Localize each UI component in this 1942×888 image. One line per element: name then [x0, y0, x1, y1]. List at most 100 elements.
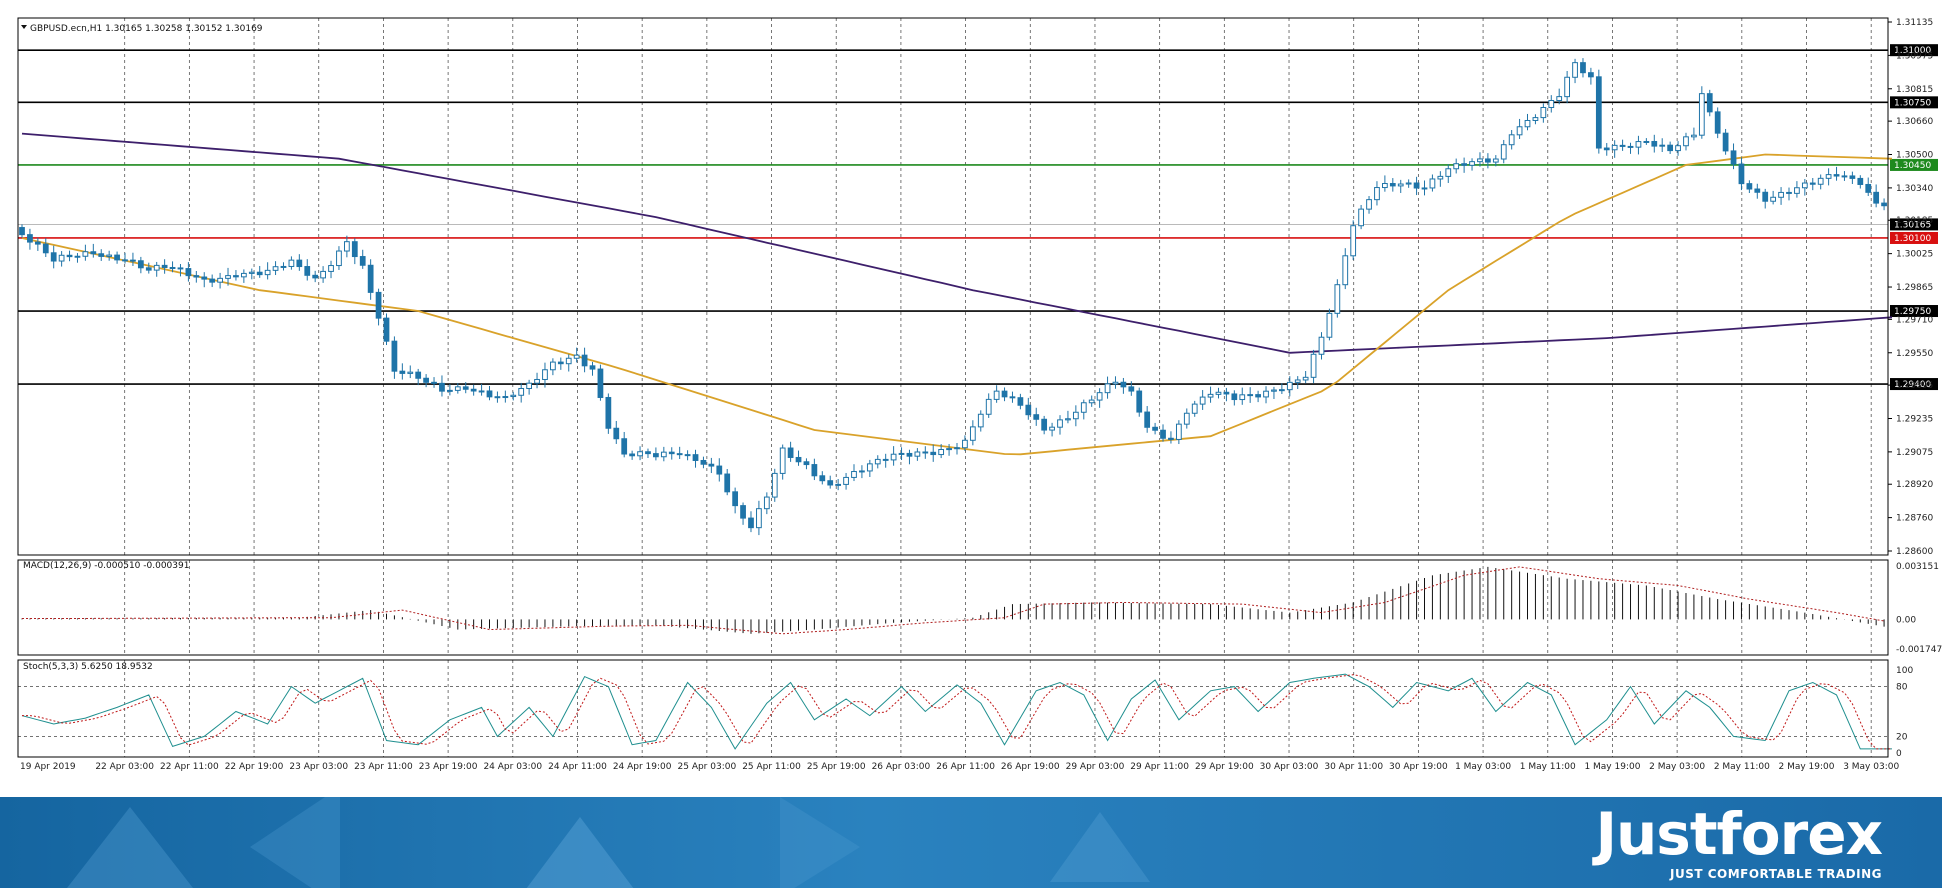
- x-tick-label: 22 Apr 19:00: [225, 762, 284, 772]
- candle: [431, 377, 437, 388]
- candle: [1358, 204, 1364, 230]
- candle: [502, 390, 509, 403]
- candle: [320, 266, 326, 283]
- candle: [993, 385, 1000, 403]
- candle: [1025, 397, 1032, 420]
- candle: [962, 435, 968, 451]
- x-tick-label: 22 Apr 11:00: [160, 762, 219, 772]
- candle: [930, 444, 937, 462]
- candle: [621, 431, 628, 458]
- candle: [1500, 139, 1507, 164]
- candle: [153, 261, 160, 277]
- candle: [1413, 176, 1420, 196]
- macd-y-tick-label: -0.001747: [1896, 645, 1942, 655]
- candle: [1683, 132, 1689, 151]
- candle: [946, 444, 952, 456]
- x-tick-label: 25 Apr 11:00: [742, 762, 801, 772]
- candle: [1825, 168, 1832, 186]
- candle: [1286, 376, 1293, 397]
- candle: [1453, 158, 1460, 174]
- candle: [716, 458, 723, 482]
- candle: [1857, 175, 1864, 189]
- candle: [1152, 422, 1158, 435]
- macd-signal-line: [22, 566, 1885, 635]
- x-tick-label: 25 Apr 03:00: [678, 762, 737, 772]
- price-level-tag: [1890, 44, 1938, 57]
- price-level-tag: [1890, 305, 1938, 318]
- candle: [240, 269, 247, 283]
- candle: [977, 410, 984, 432]
- candle: [225, 267, 231, 286]
- candle: [1770, 190, 1777, 205]
- candle: [90, 243, 97, 258]
- candle: [1714, 107, 1721, 139]
- candle: [1461, 157, 1467, 173]
- y-tick-label: 1.29235: [1896, 414, 1933, 424]
- candle: [74, 253, 81, 263]
- candle: [98, 249, 105, 261]
- stoch-y-tick-label: 80: [1896, 683, 1908, 693]
- y-tick-label: 1.30025: [1896, 250, 1933, 260]
- stoch-y-tick-label: 100: [1896, 666, 1913, 676]
- candle: [494, 391, 501, 403]
- candle: [1429, 174, 1436, 192]
- candle: [383, 313, 390, 346]
- x-tick-label: 1 May 11:00: [1520, 762, 1576, 772]
- candle: [1706, 89, 1713, 117]
- brand-banner: Justforex JUST COMFORTABLE TRADING: [0, 797, 1942, 888]
- candle: [27, 228, 33, 250]
- candle: [851, 464, 857, 482]
- candle: [1809, 177, 1816, 191]
- candle: [1366, 196, 1372, 214]
- candle: [34, 237, 41, 251]
- candle: [1516, 118, 1523, 139]
- candle: [1263, 386, 1269, 404]
- x-tick-label: 22 Apr 03:00: [95, 762, 154, 772]
- ma-slow-line: [21, 132, 1893, 354]
- candle: [1603, 143, 1610, 156]
- candle: [1191, 400, 1198, 417]
- candle: [130, 252, 136, 266]
- candle: [859, 465, 865, 479]
- candle: [399, 363, 406, 380]
- x-tick-label: 29 Apr 19:00: [1195, 762, 1254, 772]
- collapse-arrow-icon[interactable]: [21, 25, 27, 29]
- candle: [1033, 407, 1040, 426]
- x-tick-label: 3 May 03:00: [1843, 762, 1899, 772]
- candle: [1183, 408, 1190, 429]
- x-tick-label: 26 Apr 03:00: [872, 762, 931, 772]
- candle: [1445, 164, 1452, 183]
- candle: [1595, 69, 1602, 154]
- candle: [1611, 140, 1618, 158]
- candle: [898, 447, 905, 461]
- candle: [684, 450, 691, 461]
- candle: [1738, 157, 1745, 191]
- x-tick-label: 23 Apr 19:00: [419, 762, 478, 772]
- candle: [296, 254, 303, 271]
- x-tick-label: 30 Apr 11:00: [1324, 762, 1383, 772]
- y-tick-label: 1.29550: [1896, 349, 1933, 359]
- chart: 1.31000 1.30750 1.30450 1.30100 1.29750 1.294…: [17, 17, 1942, 772]
- x-tick-label: 29 Apr 11:00: [1130, 762, 1189, 772]
- candle: [1477, 152, 1483, 167]
- candle: [819, 471, 826, 485]
- candle: [1175, 420, 1182, 445]
- x-tick-label: 23 Apr 03:00: [289, 762, 348, 772]
- candle: [1088, 395, 1095, 407]
- candle: [827, 475, 834, 489]
- x-tick-label: 2 May 11:00: [1714, 762, 1770, 772]
- candle: [1817, 174, 1824, 190]
- candle: [50, 245, 57, 269]
- candle: [1350, 220, 1357, 261]
- candle: [1382, 175, 1388, 192]
- justforex-logo: Justforex JUST COMFORTABLE TRADING: [1595, 800, 1883, 881]
- candle: [439, 375, 445, 397]
- candle: [1247, 387, 1254, 403]
- candle: [185, 262, 192, 282]
- price-level-label: 1.29750: [1894, 307, 1931, 317]
- candle: [740, 502, 746, 525]
- candle: [1168, 431, 1174, 444]
- candle: [328, 260, 334, 279]
- y-tick-label: 1.30500: [1896, 151, 1933, 161]
- candle: [1302, 370, 1309, 384]
